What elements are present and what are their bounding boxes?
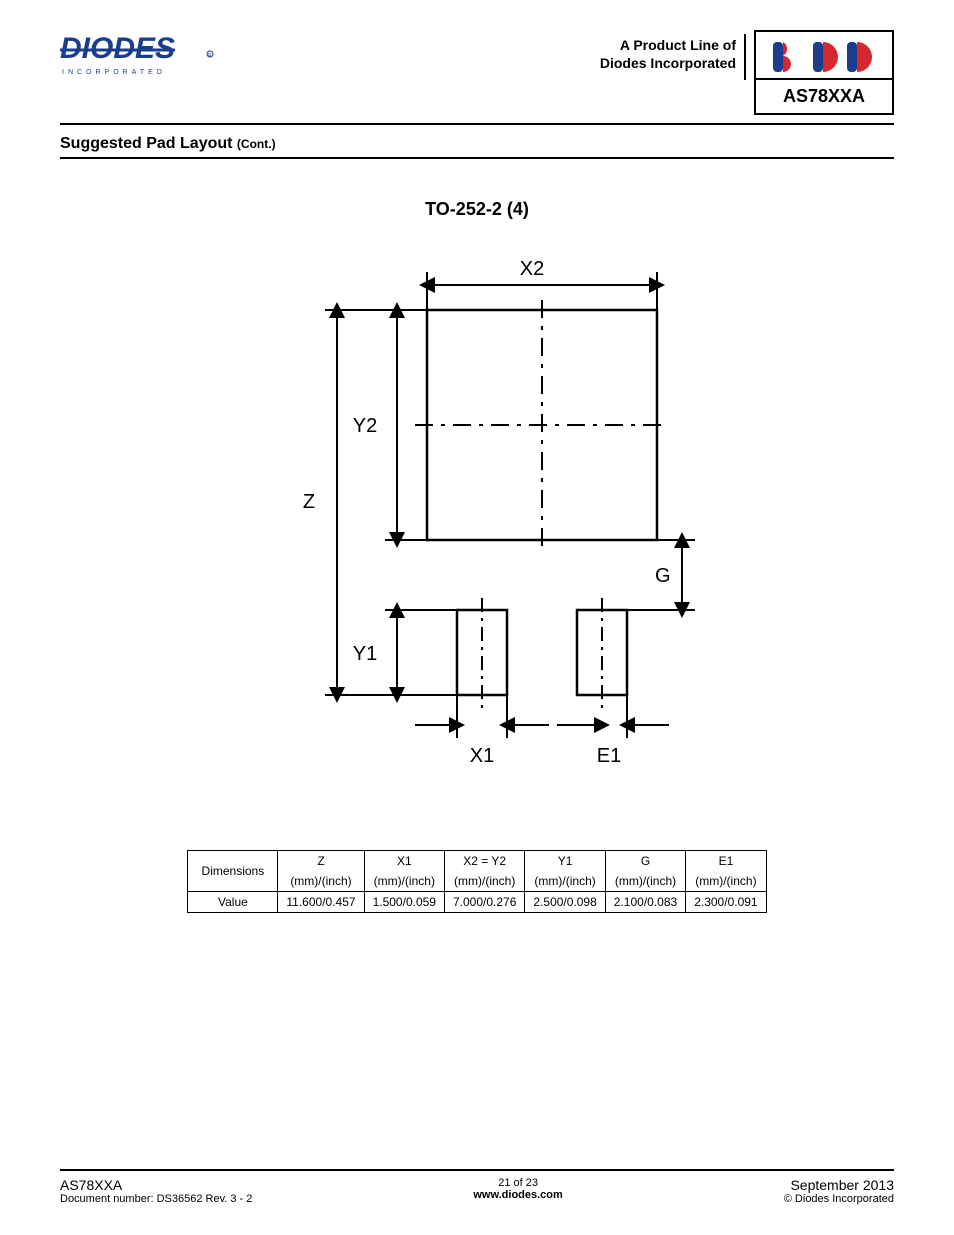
svg-text:Y2: Y2 [353,415,377,437]
section-divider [60,157,894,159]
bcd-logo [756,32,892,78]
svg-text:R: R [208,53,212,59]
table-row-label: Value [188,892,278,913]
svg-text:E1: E1 [597,745,621,767]
diodes-logo: DIODES R INCORPORATED [60,30,220,85]
footer-docnum: Document number: DS36562 Rev. 3 - 2 [60,1193,252,1205]
footer-page: 21 of 23 [473,1177,562,1189]
svg-text:Y1: Y1 [353,643,377,665]
product-line-text: A Product Line of Diodes Incorporated [600,30,736,72]
svg-text:Z: Z [303,491,315,513]
bcd-part-box: AS78XXA [754,30,894,115]
table-row-label: Dimensions [188,851,278,892]
svg-text:X1: X1 [470,745,494,767]
svg-text:INCORPORATED: INCORPORATED [62,69,166,76]
header-divider [60,123,894,125]
dimensions-table: Dimensions Z X1 X2 = Y2 Y1 G E1 (mm)/(in… [187,850,766,913]
page-footer: AS78XXA Document number: DS36562 Rev. 3 … [60,1169,894,1205]
section-heading: Suggested Pad Layout (Cont.) [60,135,894,153]
svg-text:G: G [655,565,671,587]
part-number: AS78XXA [756,78,892,113]
svg-text:X2: X2 [520,260,544,280]
footer-copyright: © Diodes Incorporated [784,1193,894,1205]
footer-part: AS78XXA [60,1177,252,1193]
footer-date: September 2013 [784,1177,894,1193]
footer-url: www.diodes.com [473,1189,562,1201]
package-name: TO-252-2 (4) [60,199,894,220]
pad-layout-diagram: X2 Z Y2 Y1 G X1 [60,260,894,780]
